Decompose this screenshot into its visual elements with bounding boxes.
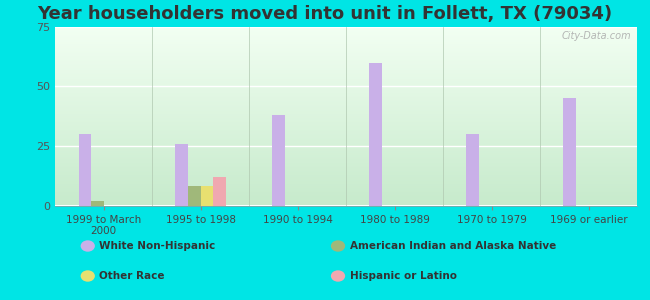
Text: American Indian and Alaska Native: American Indian and Alaska Native [350,241,556,251]
Bar [91,201,104,206]
Text: City-Data.com: City-Data.com [562,31,631,40]
Text: Other Race: Other Race [99,271,165,281]
Text: Year householders moved into unit in Follett, TX (79034): Year householders moved into unit in Fol… [38,4,612,22]
Text: White Non-Hispanic: White Non-Hispanic [99,241,216,251]
Bar [466,134,479,206]
Bar [201,187,213,206]
Bar [369,63,382,206]
Text: Hispanic or Latino: Hispanic or Latino [350,271,457,281]
Bar [213,177,226,206]
Bar [188,187,201,206]
Bar [176,144,188,206]
Bar [79,134,91,206]
Bar [272,115,285,206]
Bar [564,98,576,206]
